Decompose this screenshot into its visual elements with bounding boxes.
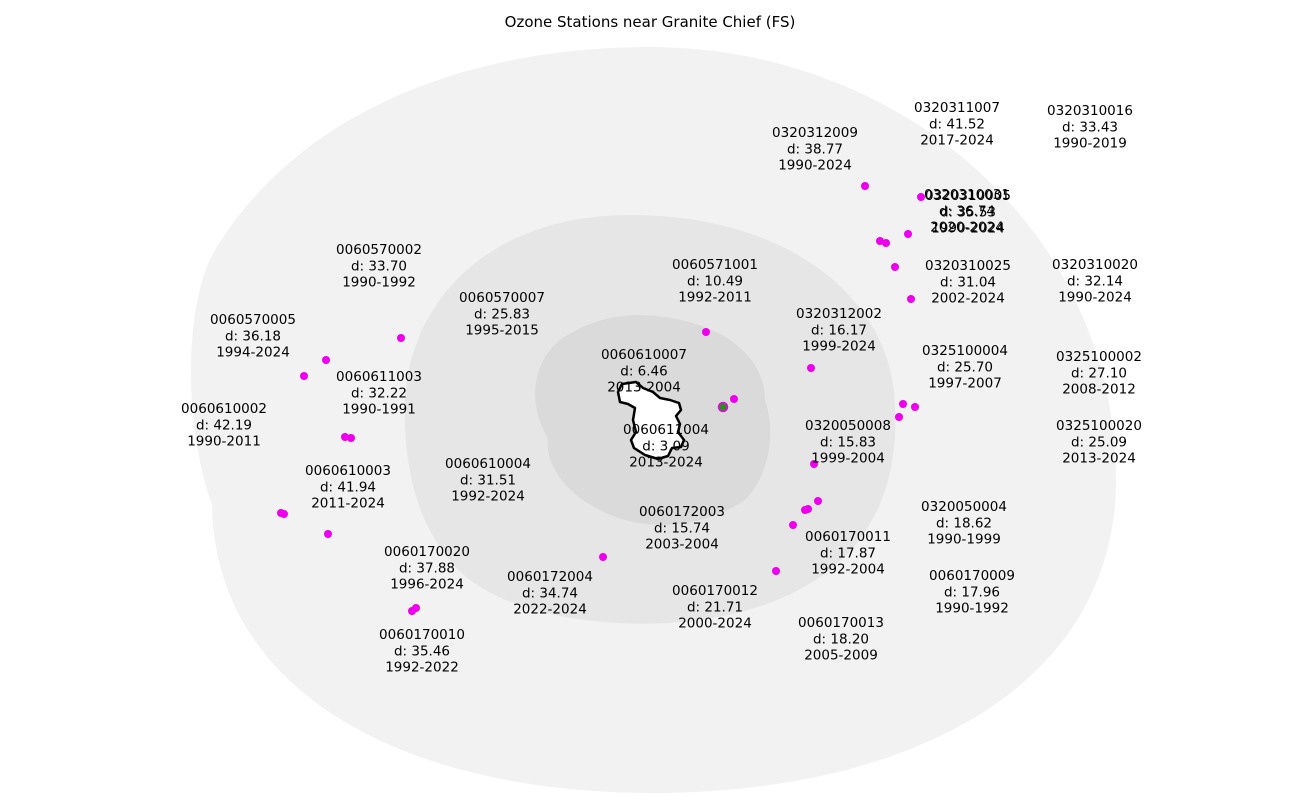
- station-marker[interactable]: [730, 395, 738, 403]
- station-label: 0060170012 d: 21.71 2000-2024: [672, 583, 758, 632]
- station-marker[interactable]: [891, 263, 899, 271]
- station-label: 0060611004 d: 3.09 2013-2024: [623, 422, 709, 471]
- station-label: 0320310025 d: 31.04 2002-2024: [925, 258, 1011, 307]
- station-label: 0320310020 d: 32.14 1990-2024: [1052, 257, 1138, 306]
- station-marker[interactable]: [347, 434, 355, 442]
- center-site-marker[interactable]: [717, 401, 729, 413]
- station-label: 0320310016 d: 33.43 1990-2019: [1047, 103, 1133, 152]
- station-label: 0060571001 d: 10.49 1992-2011: [672, 257, 758, 306]
- station-label: 0320310005 d: 35.53 1990-2024: [925, 188, 1011, 237]
- station-marker[interactable]: [789, 521, 797, 529]
- station-label: 0060170011 d: 17.87 1992-2004: [805, 529, 891, 578]
- station-label: 0060610002 d: 42.19 1990-2011: [181, 401, 267, 450]
- station-label: 0060610004 d: 31.51 1992-2024: [445, 456, 531, 505]
- station-label: 0060570007 d: 25.83 1995-2015: [459, 290, 545, 339]
- station-marker[interactable]: [804, 505, 812, 513]
- station-label: 0060172004 d: 34.74 2022-2024: [507, 569, 593, 618]
- station-marker[interactable]: [907, 295, 915, 303]
- station-label: 0060172003 d: 15.74 2003-2004: [639, 504, 725, 553]
- station-marker[interactable]: [300, 372, 308, 380]
- station-marker[interactable]: [807, 364, 815, 372]
- station-marker[interactable]: [904, 230, 912, 238]
- station-marker[interactable]: [341, 433, 349, 441]
- station-marker[interactable]: [324, 530, 332, 538]
- station-label: 0325100002 d: 27.10 2008-2012: [1056, 349, 1142, 398]
- station-marker[interactable]: [702, 328, 710, 336]
- station-label: 0060170009 d: 17.96 1990-1992: [929, 568, 1015, 617]
- station-label: 0060570002 d: 33.70 1990-1992: [336, 242, 422, 291]
- station-label: 0320311007 d: 41.52 2017-2024: [914, 100, 1000, 149]
- station-marker[interactable]: [917, 193, 925, 201]
- station-marker[interactable]: [772, 567, 780, 575]
- station-label: 0320312002 d: 16.17 1999-2024: [796, 306, 882, 355]
- station-label: 0320312009 d: 38.77 1990-2024: [772, 125, 858, 174]
- station-marker[interactable]: [899, 400, 907, 408]
- station-label: 0060170020 d: 37.88 1996-2024: [384, 544, 470, 593]
- station-marker[interactable]: [280, 510, 288, 518]
- station-marker[interactable]: [814, 497, 822, 505]
- station-label: 0060570005 d: 36.18 1994-2024: [210, 312, 296, 361]
- station-label: 0320310031 d: 36.74 2020-2024: [924, 187, 1010, 236]
- station-label: 0320050004 d: 18.62 1990-1999: [921, 499, 1007, 548]
- station-marker[interactable]: [861, 182, 869, 190]
- station-label: 0320050008 d: 15.83 1999-2004: [805, 418, 891, 467]
- granite-chief-boundary: [616, 380, 686, 461]
- station-label: 0060170010 d: 35.46 1992-2022: [379, 627, 465, 676]
- map-title: Ozone Stations near Granite Chief (FS): [504, 13, 796, 31]
- station-label: 0060611003 d: 32.22 1990-1991: [336, 369, 422, 418]
- station-label: 0325100020 d: 25.09 2013-2024: [1056, 418, 1142, 467]
- station-marker[interactable]: [397, 334, 405, 342]
- station-marker[interactable]: [408, 607, 416, 615]
- station-marker[interactable]: [895, 413, 903, 421]
- station-marker[interactable]: [322, 356, 330, 364]
- station-label: 0060610007 d: 6.46 2013-2004: [601, 347, 687, 396]
- station-marker[interactable]: [810, 460, 818, 468]
- station-labels: 0320311007 d: 41.52 2017-2024 0320310016 d:…: [181, 100, 1142, 676]
- station-marker[interactable]: [911, 403, 919, 411]
- station-label: 0060610003 d: 41.94 2011-2024: [305, 463, 391, 512]
- station-markers: [277, 182, 925, 615]
- station-label: 0325100004 d: 25.70 1997-2007: [922, 343, 1008, 392]
- station-marker[interactable]: [599, 553, 607, 561]
- station-label: 0060170013 d: 18.20 2005-2009: [798, 615, 884, 664]
- station-marker[interactable]: [882, 239, 890, 247]
